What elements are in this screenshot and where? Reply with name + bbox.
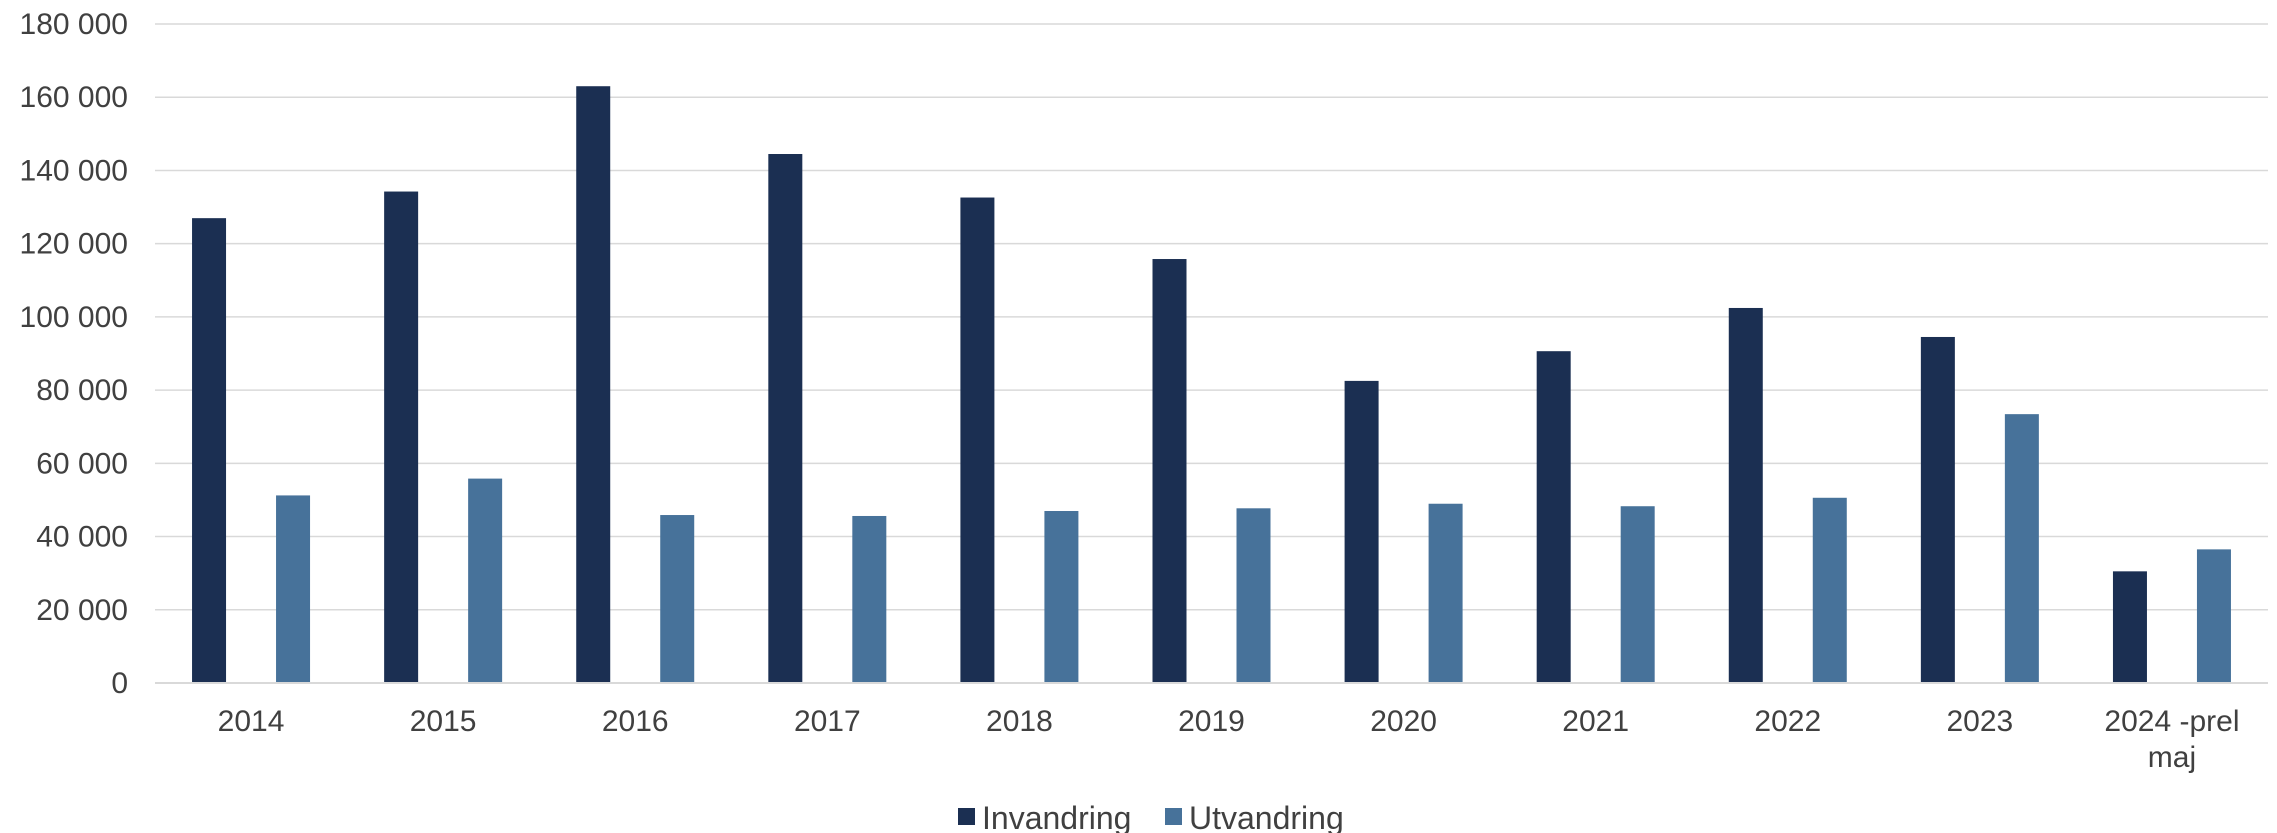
legend-item-invandring: Invandring — [958, 800, 1131, 833]
y-tick-label: 0 — [111, 667, 128, 700]
bar-invandring-2018 — [960, 197, 995, 683]
bar-invandring-2024--prel-maj — [2112, 571, 2147, 683]
y-tick-label: 60 000 — [36, 447, 128, 480]
bar-invandring-2016 — [576, 86, 611, 683]
bar-invandring-2023 — [1920, 336, 1955, 683]
y-axis-ticks: 0 20 000 40 000 60 000 80 000 100 000 120 000 1… — [20, 8, 128, 700]
x-tick-label: 2014 — [218, 705, 285, 738]
y-tick-label: 80 000 — [36, 374, 128, 407]
y-tick-label: 20 000 — [36, 594, 128, 627]
x-tick-label: 2021 — [1562, 705, 1629, 738]
x-axis-ticks: 2014 2015 2016 2017 2018 2019 2020 2021 2022 2023… — [218, 705, 2240, 774]
y-tick-label: 40 000 — [36, 521, 128, 554]
bar-invandring-2015 — [384, 191, 419, 683]
x-tick-label: 2024 -prel maj — [2104, 705, 2239, 774]
bar-utvandring-2015 — [468, 478, 503, 683]
bar-utvandring-2019 — [1236, 508, 1271, 683]
x-tick-label: 2020 — [1370, 705, 1437, 738]
bar-utvandring-2016 — [660, 515, 695, 683]
bar-utvandring-2014 — [276, 495, 311, 683]
gridlines — [155, 23, 2268, 611]
bar-utvandring-2023 — [2004, 414, 2039, 683]
x-tick-label: 2019 — [1178, 705, 1245, 738]
x-tick-label: 2023 — [1946, 705, 2013, 738]
bar-utvandring-2022 — [1812, 497, 1847, 683]
legend-swatch — [1165, 808, 1182, 825]
x-tick-label: 2017 — [794, 705, 861, 738]
y-tick-label: 120 000 — [20, 228, 128, 261]
bar-invandring-2020 — [1344, 380, 1379, 683]
x-tick-label: 2015 — [410, 705, 477, 738]
legend-label: Invandring — [982, 800, 1131, 833]
bar-invandring-2017 — [768, 154, 803, 684]
x-tick-label: 2022 — [1754, 705, 1821, 738]
x-tick-label: 2018 — [986, 705, 1053, 738]
x-tick-label: 2016 — [602, 705, 669, 738]
legend-item-utvandring: Utvandring — [1165, 800, 1344, 833]
bar-utvandring-2024--prel-maj — [2196, 549, 2231, 683]
bar-invandring-2022 — [1728, 307, 1763, 683]
y-tick-label: 100 000 — [20, 301, 128, 334]
bar-invandring-2019 — [1152, 259, 1187, 683]
legend: Invandring Utvandring — [958, 800, 1344, 833]
bar-utvandring-2020 — [1428, 503, 1463, 683]
y-tick-label: 160 000 — [20, 81, 128, 114]
bar-utvandring-2021 — [1620, 506, 1655, 683]
y-tick-label: 140 000 — [20, 154, 128, 187]
bar-utvandring-2017 — [852, 515, 887, 683]
bars — [192, 86, 2231, 684]
y-tick-label: 180 000 — [20, 8, 128, 41]
legend-label: Utvandring — [1189, 800, 1344, 833]
legend-swatch — [958, 808, 975, 825]
bar-utvandring-2018 — [1044, 510, 1079, 683]
bar-invandring-2021 — [1536, 351, 1571, 683]
bar-invandring-2014 — [192, 218, 227, 683]
